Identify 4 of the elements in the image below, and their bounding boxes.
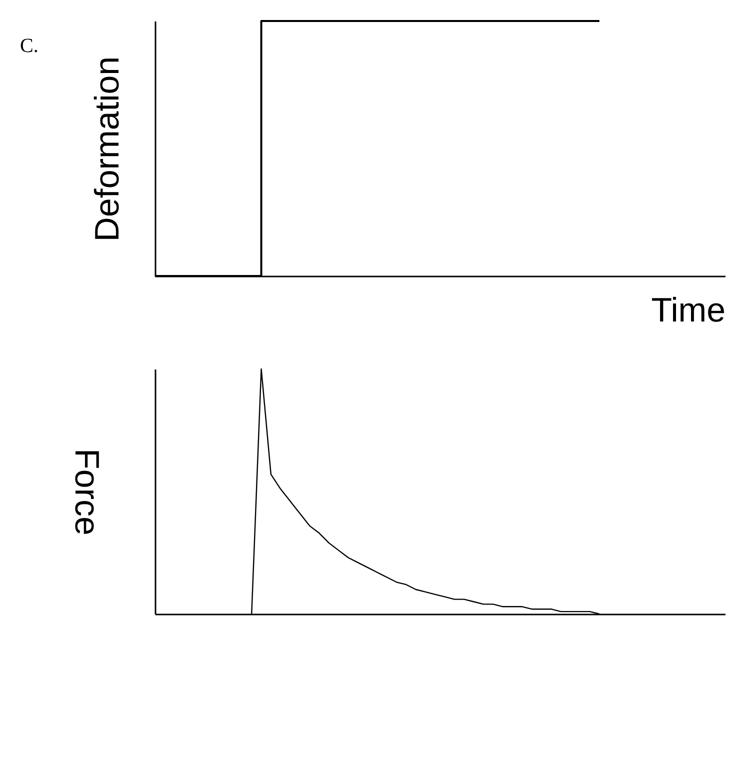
y-axis-title: Deformation bbox=[88, 56, 126, 242]
y-axis-title: Force bbox=[68, 448, 106, 536]
x-axis-title: Time bbox=[651, 292, 726, 330]
text: C. bbox=[20, 35, 38, 57]
